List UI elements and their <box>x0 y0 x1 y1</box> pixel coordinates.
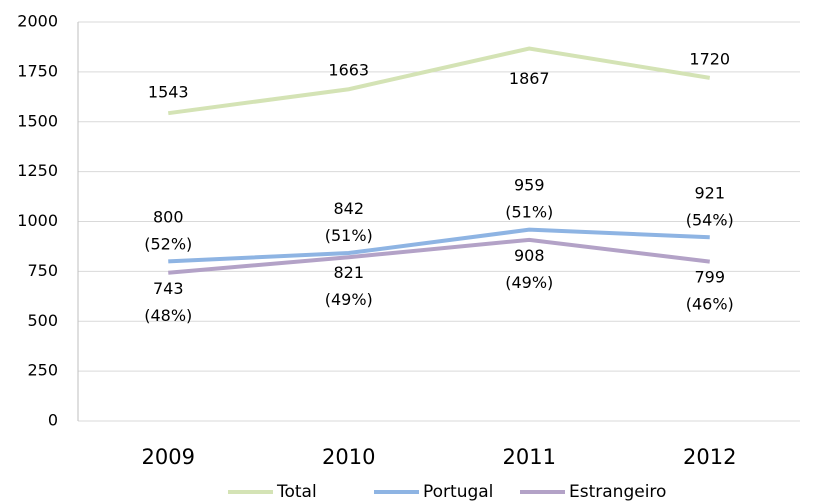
x-tick-label: 2012 <box>683 445 736 469</box>
data-label: 743 (48%) <box>144 278 192 324</box>
legend-label: Portugal <box>423 482 493 502</box>
y-tick-label: 250 <box>27 361 58 380</box>
data-label: 908 (49%) <box>505 245 553 291</box>
x-tick-label: 2010 <box>322 445 375 469</box>
x-tick-label: 2011 <box>503 445 556 469</box>
y-tick-label: 2000 <box>17 12 58 31</box>
data-label: 1543 <box>148 83 189 102</box>
series-line <box>168 227 710 264</box>
data-label: 821 (49%) <box>325 263 373 309</box>
data-label: 1663 <box>328 61 369 80</box>
y-tick-label: 0 <box>48 411 58 430</box>
data-label: 959 (51%) <box>505 175 553 221</box>
data-label: 1867 <box>509 69 550 88</box>
series-line <box>167 46 711 116</box>
legend-label: Estrangeiro <box>569 482 666 502</box>
data-label: 799 (46%) <box>686 267 734 313</box>
data-label: 921 (54%) <box>686 183 734 229</box>
y-tick-label: 1750 <box>17 61 58 80</box>
series-line <box>168 237 710 275</box>
y-tick-label: 1500 <box>17 111 58 130</box>
legend-label: Total <box>276 482 317 502</box>
y-tick-label: 1250 <box>17 161 58 180</box>
data-label: 800 (52%) <box>144 207 192 253</box>
y-tick-label: 500 <box>27 311 58 330</box>
data-label: 1720 <box>689 49 730 68</box>
data-label: 842 (51%) <box>325 199 373 245</box>
x-tick-label: 2009 <box>142 445 195 469</box>
y-tick-label: 1000 <box>17 211 58 230</box>
y-tick-label: 750 <box>27 261 58 280</box>
